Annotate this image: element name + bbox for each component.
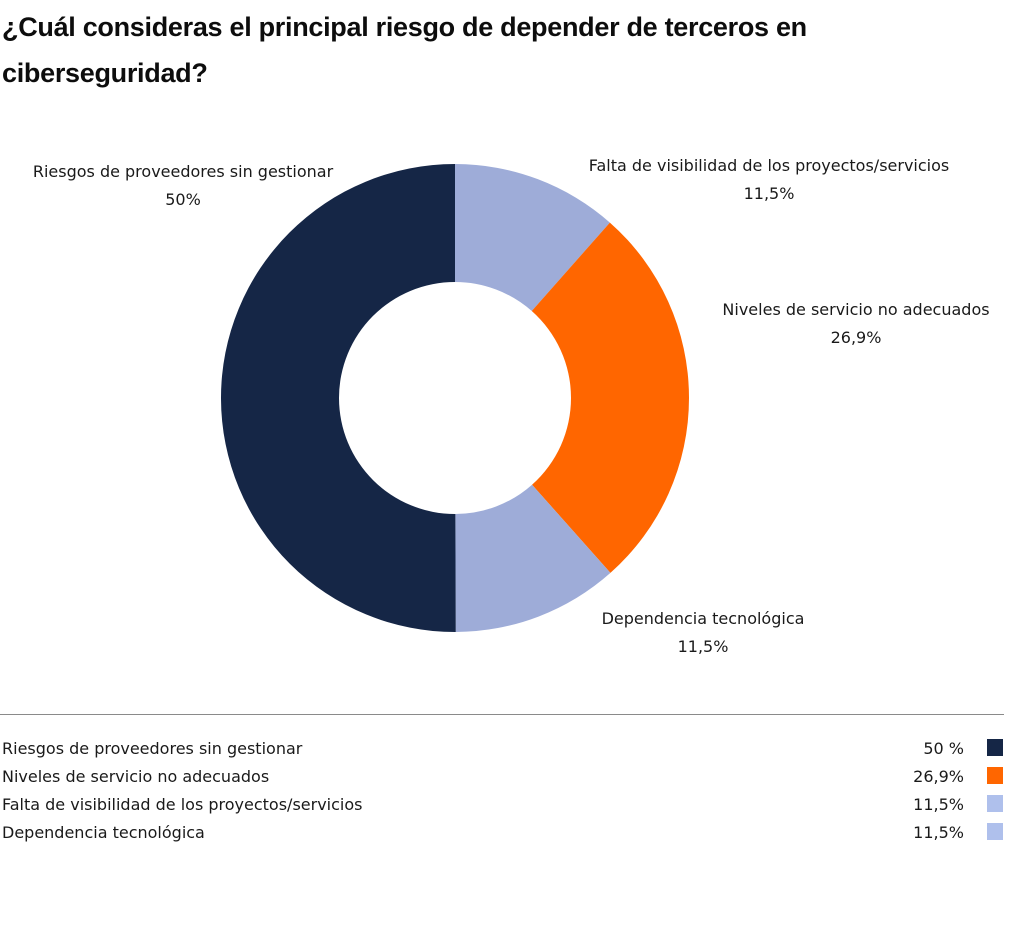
legend-item: Niveles de servicio no adecuados 26,9%: [0, 763, 1006, 791]
slice-label-value: 50%: [165, 190, 201, 209]
slice-label-text: Riesgos de proveedores sin gestionar: [32, 162, 334, 181]
donut-slice-0: [455, 164, 610, 312]
legend-value: 26,9%: [913, 767, 964, 786]
legend-item: Falta de visibilidad de los proyectos/se…: [0, 791, 1006, 819]
legend-swatch: [987, 767, 1003, 784]
legend-swatch: [987, 739, 1003, 756]
legend: Riesgos de proveedores sin gestionar 50 …: [0, 735, 1006, 847]
slice-label-falta: Falta de visibilidad de los proyectos/se…: [562, 152, 976, 208]
donut-slice-2: [455, 484, 611, 632]
legend-swatch: [987, 795, 1003, 812]
legend-item: Dependencia tecnológica 11,5%: [0, 819, 1006, 847]
slice-label-value: 26,9%: [830, 328, 882, 347]
slice-label-value: 11,5%: [677, 637, 729, 656]
legend-value: 50 %: [923, 739, 964, 758]
legend-value: 11,5%: [913, 795, 964, 814]
slice-label-value: 11,5%: [743, 184, 795, 203]
donut-slice-3: [220, 164, 456, 633]
legend-label: Niveles de servicio no adecuados: [2, 767, 270, 786]
legend-swatch: [987, 823, 1003, 840]
slice-label-dependencia: Dependencia tecnológica 11,5%: [580, 605, 826, 661]
slice-label-riesgos: Riesgos de proveedores sin gestionar 50%: [0, 158, 366, 214]
donut-slice-1: [531, 222, 689, 573]
legend-label: Riesgos de proveedores sin gestionar: [2, 739, 303, 758]
legend-item: Riesgos de proveedores sin gestionar 50 …: [0, 735, 1006, 763]
legend-label: Falta de visibilidad de los proyectos/se…: [2, 795, 363, 814]
slice-label-niveles: Niveles de servicio no adecuados 26,9%: [700, 296, 1012, 352]
legend-label: Dependencia tecnológica: [2, 823, 205, 842]
slice-label-text: Niveles de servicio no adecuados: [722, 300, 990, 319]
slice-label-text: Falta de visibilidad de los proyectos/se…: [588, 156, 950, 175]
legend-divider: [0, 714, 1004, 715]
chart-title: ¿Cuál consideras el principal riesgo de …: [2, 12, 807, 88]
slice-label-text: Dependencia tecnológica: [601, 609, 805, 628]
legend-value: 11,5%: [913, 823, 964, 842]
